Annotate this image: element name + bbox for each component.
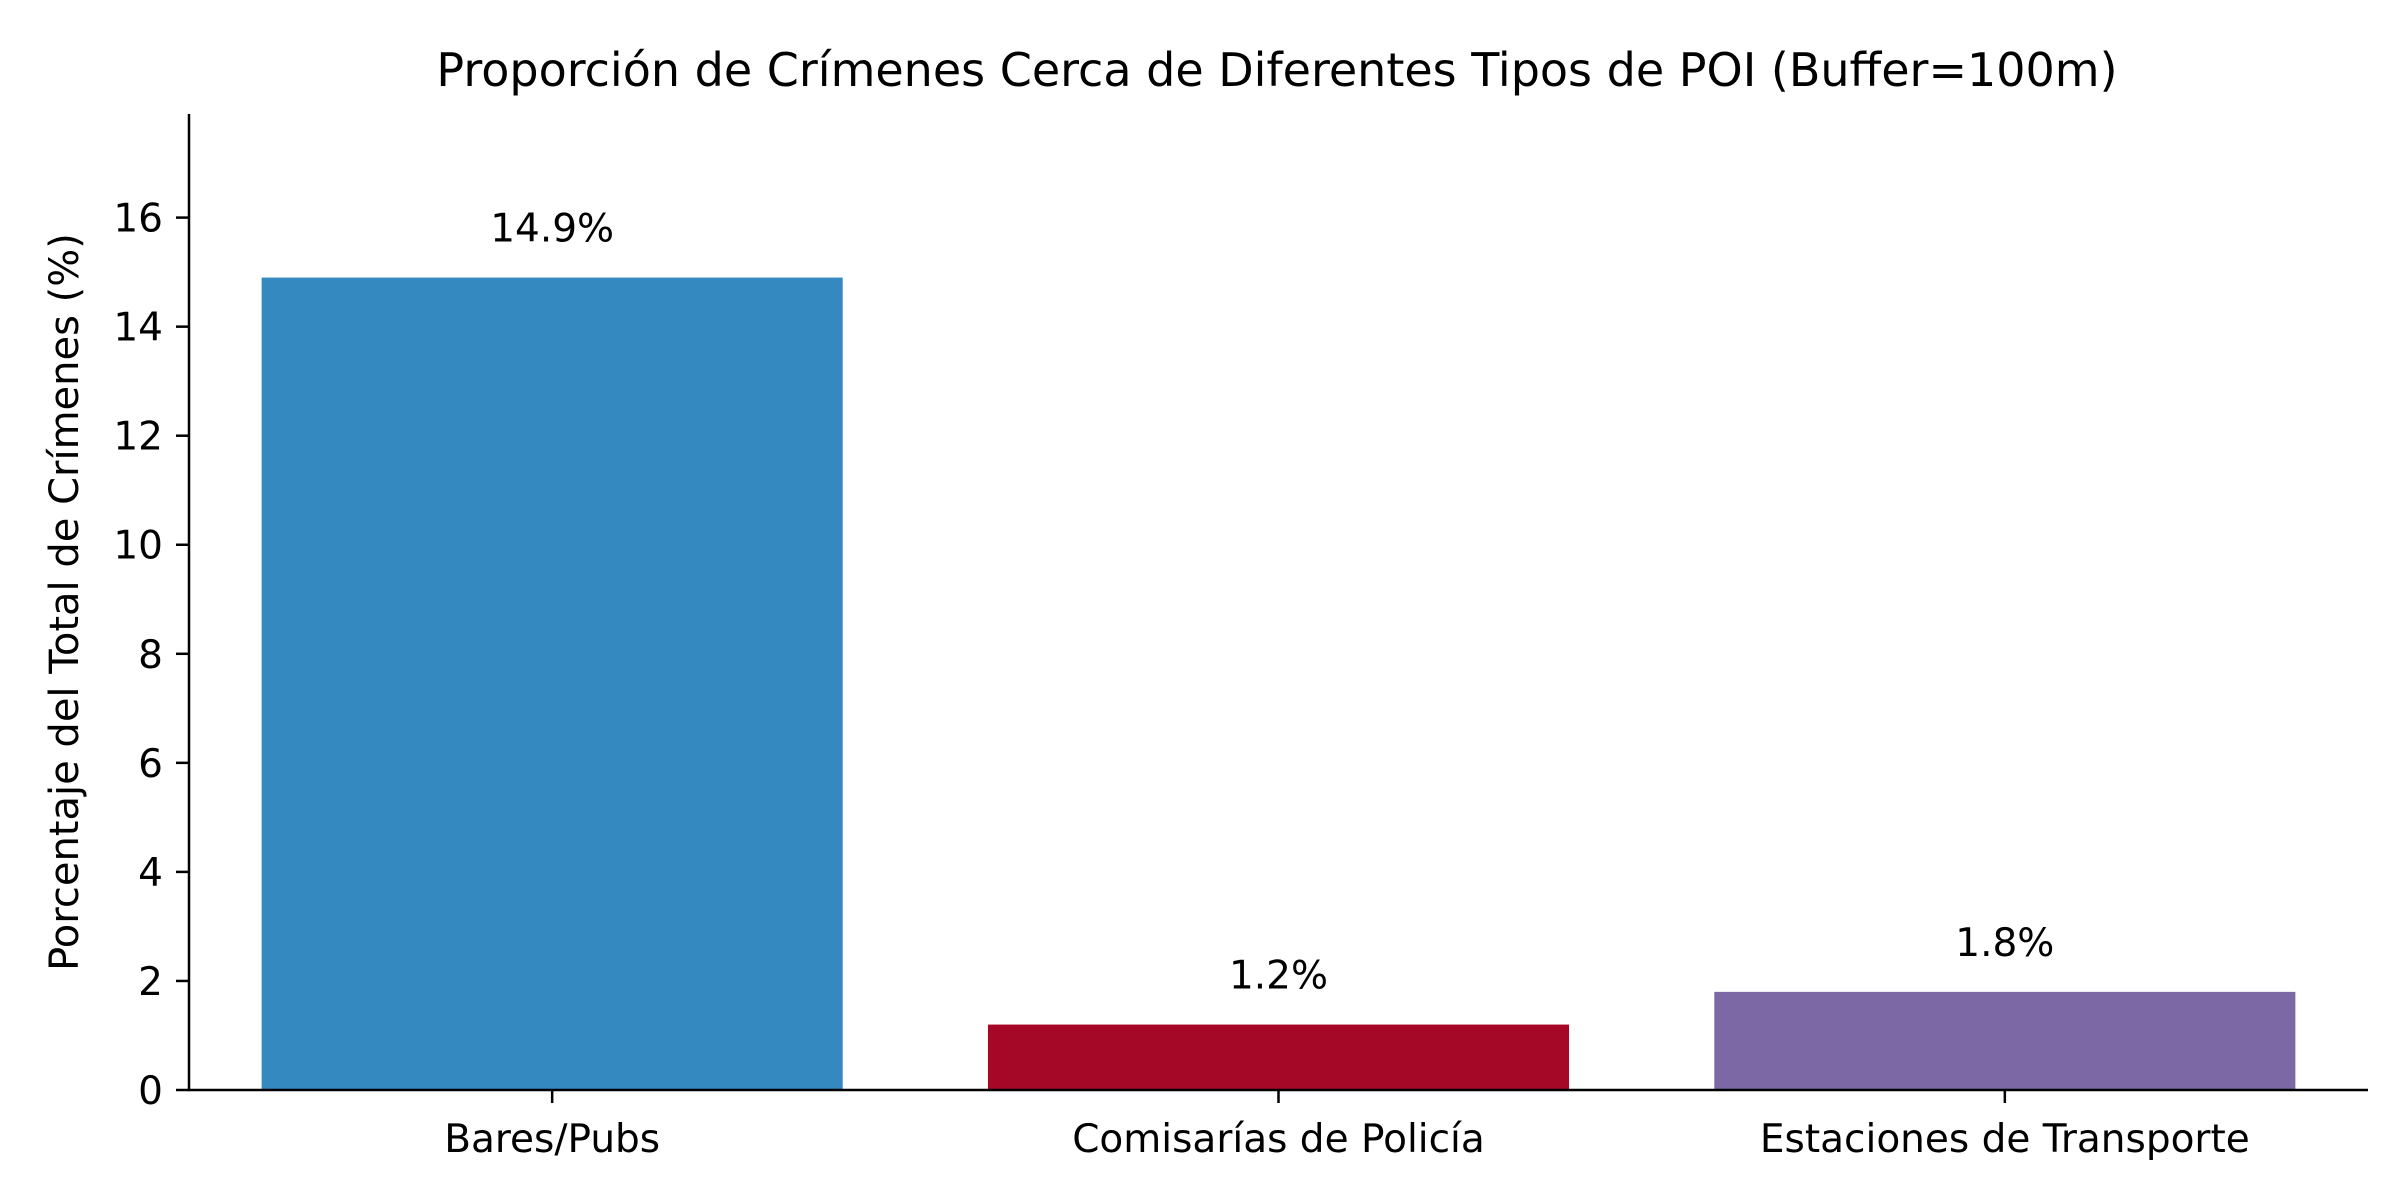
y-tick-label: 4 xyxy=(138,851,163,896)
chart-title: Proporción de Crímenes Cerca de Diferent… xyxy=(436,43,2117,97)
y-tick-label: 0 xyxy=(138,1069,163,1114)
plot-area: 14.9% Bares/Pubs 1.2% Comisarías de Policía… xyxy=(113,114,2368,1162)
y-tick-label: 2 xyxy=(138,960,163,1005)
y-tick-label: 10 xyxy=(113,524,163,569)
bar-value-label: 14.9% xyxy=(490,207,614,252)
y-tick-label: 16 xyxy=(113,197,163,242)
y-tick-label: 6 xyxy=(138,742,163,787)
y-axis-label: Porcentaje del Total de Crímenes (%) xyxy=(42,233,88,971)
y-tick-label: 8 xyxy=(138,633,163,678)
bar xyxy=(1714,991,2296,1090)
x-tick-label: Estaciones de Transporte xyxy=(1760,1117,2250,1162)
bar-value-label: 1.2% xyxy=(1229,954,1328,999)
bar xyxy=(987,1024,1570,1090)
bar-value-label: 1.8% xyxy=(1955,921,2054,966)
bar xyxy=(261,277,843,1090)
y-tick-label: 14 xyxy=(113,306,163,351)
y-tick-label: 12 xyxy=(113,415,163,460)
x-tick-label: Bares/Pubs xyxy=(444,1117,660,1162)
x-tick-label: Comisarías de Policía xyxy=(1072,1117,1485,1162)
